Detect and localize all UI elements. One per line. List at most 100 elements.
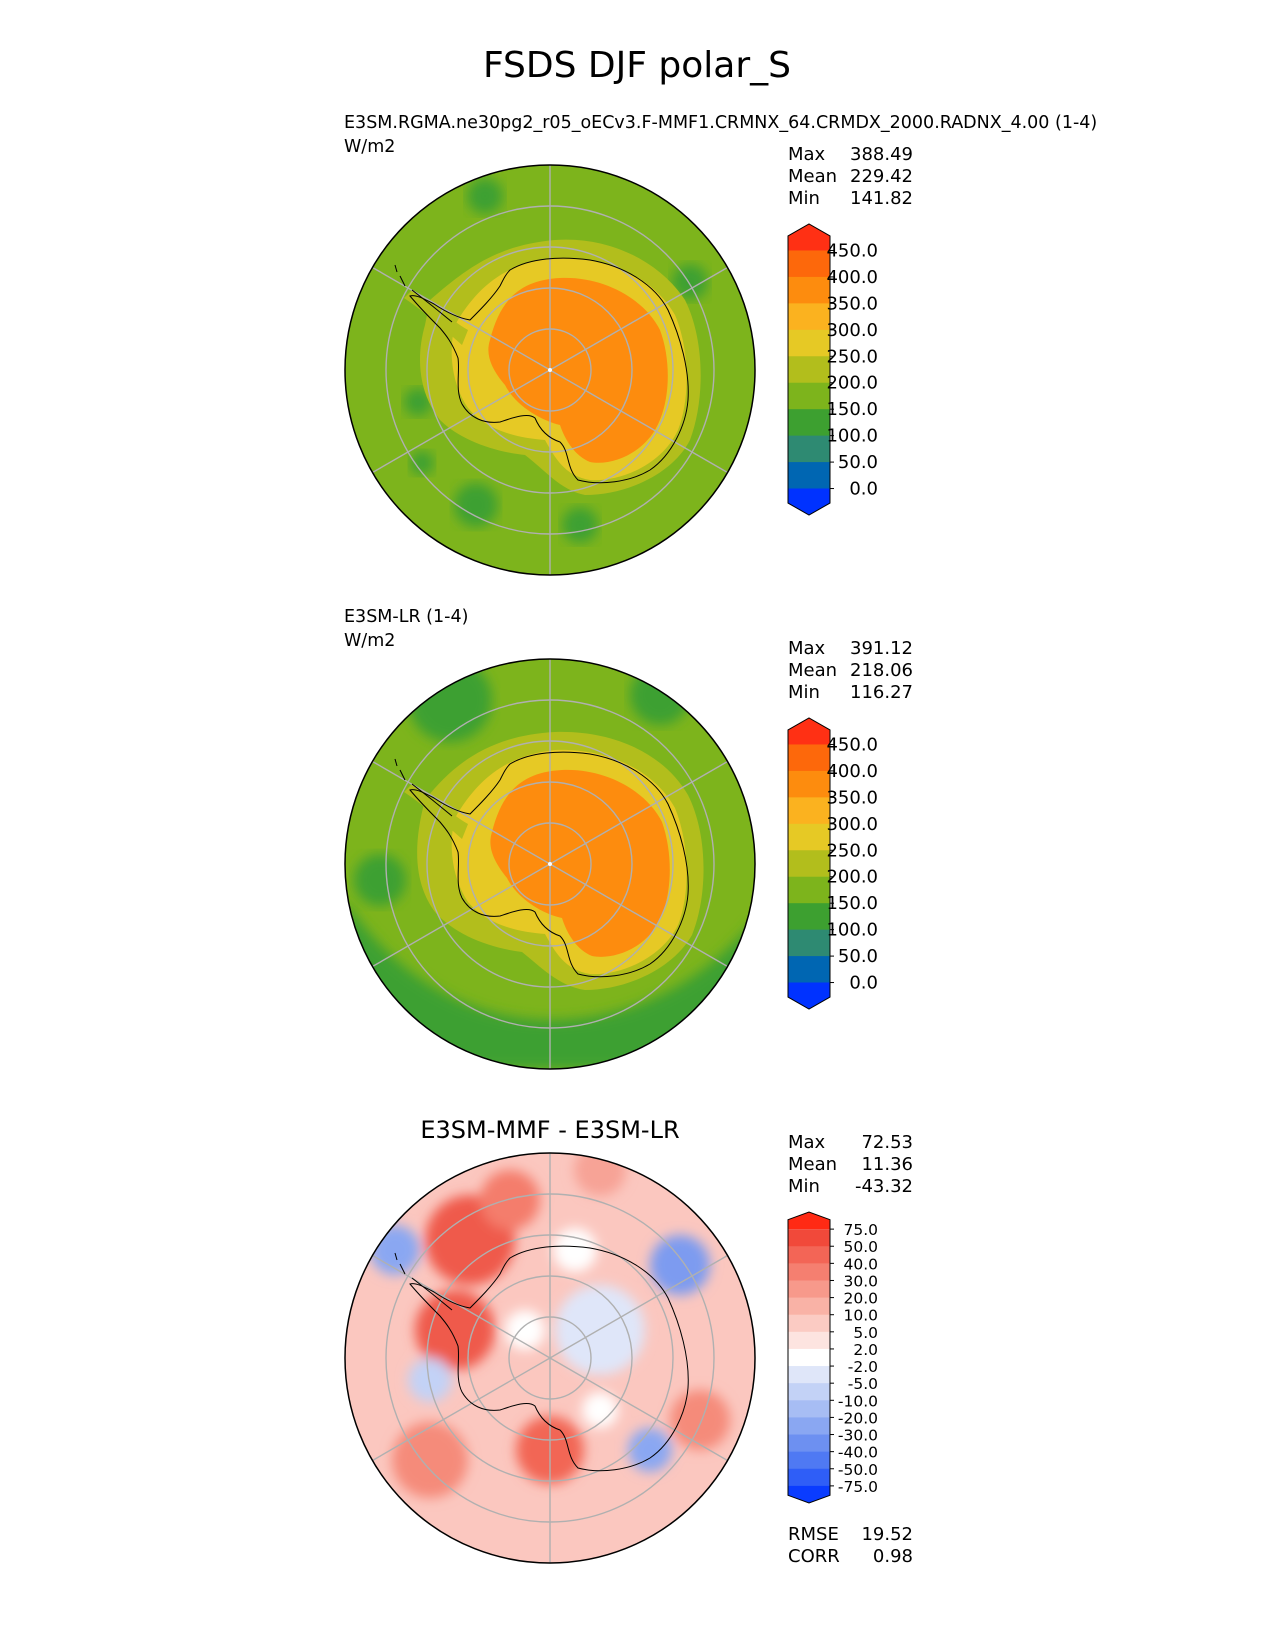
map-boundary: [344, 658, 756, 1070]
map-boundary: [344, 1152, 756, 1564]
ocean-patch: [408, 659, 492, 742]
colorbar-tick-label: 200.0: [826, 373, 878, 394]
peninsula-coast: [394, 264, 453, 323]
colorbar-tick-label: 450.0: [826, 734, 878, 755]
colorbar-tick-label: 20.0: [843, 1290, 878, 1308]
ocean-patch: [404, 388, 432, 416]
stat-value-min: -43.32: [855, 1176, 913, 1197]
colorbar: 450.0 400.0 350.0 300.0 250.0 200.0 150.0 100.0…: [787, 223, 878, 516]
anomaly-patch: [415, 1290, 495, 1370]
colorbar-tick-label: 10.0: [843, 1307, 878, 1325]
colorbar-bin: [788, 1212, 830, 1230]
anomaly-patch: [582, 1392, 618, 1428]
colorbar-outline: [787, 717, 831, 1010]
graticule: [372, 659, 728, 1069]
anomaly-patch: [574, 1153, 626, 1196]
coastline: [394, 1245, 689, 1472]
colorbar-tick-label: -2.0: [848, 1358, 878, 1376]
meridian: [372, 266, 551, 371]
colorbar-bin: [788, 903, 830, 931]
colorbar-tick-label: 100.0: [826, 426, 878, 447]
colorbar-bin: [788, 1451, 830, 1470]
colorbar-bin: [788, 1434, 830, 1453]
colorbar-bin: [788, 1314, 830, 1333]
colorbar-tick-label: 350.0: [826, 787, 878, 808]
colorbar-bin: [788, 1331, 830, 1350]
colorbar-tick-label: -20.0: [838, 1409, 878, 1427]
meridian: [372, 1254, 551, 1359]
colorbar-bin: [788, 1263, 830, 1281]
colorbar-bin: [788, 224, 830, 251]
ocean-patch: [672, 264, 708, 300]
corr-label: CORR: [788, 1546, 840, 1567]
stat-label-max: Max: [788, 144, 826, 165]
graticule: [372, 1153, 728, 1563]
meridian: [549, 1254, 728, 1359]
colorbar-bin: [788, 823, 830, 851]
meridian: [549, 863, 728, 968]
colorbar-tick-label: 50.0: [843, 1238, 878, 1256]
stat-value-min: 141.82: [850, 188, 913, 209]
colorbar-tick-label: 300.0: [826, 814, 878, 835]
stat-value-mean: 11.36: [861, 1154, 913, 1175]
colorbar-tick-label: 200.0: [826, 867, 878, 888]
colorbar-bin: [788, 462, 830, 490]
colorbar-tick-label: 400.0: [826, 761, 878, 782]
anomaly-patch: [670, 1390, 730, 1450]
colorbar-tick-label: 40.0: [843, 1255, 878, 1273]
colorbar-tick-label: 5.0: [853, 1324, 878, 1342]
meridian: [549, 1357, 728, 1462]
colorbar-bin: [788, 356, 830, 384]
colorbar-bin: [788, 850, 830, 878]
colorbar-bin: [788, 409, 830, 437]
meridian: [549, 760, 728, 865]
stat-label-min: Min: [788, 1176, 820, 1197]
meridian: [372, 1357, 551, 1462]
colorbar-bin: [788, 1468, 830, 1487]
stat-value-max: 388.49: [850, 144, 913, 165]
colorbar-bin: [788, 956, 830, 984]
coastline: [394, 751, 689, 978]
meridian: [549, 266, 728, 371]
anomaly-patch: [553, 1228, 597, 1272]
ice-sheet-interior: [488, 277, 668, 463]
colorbar-bin: [788, 744, 830, 772]
ice-sheet-interior: [490, 769, 670, 957]
anomaly-blobs: [370, 1153, 730, 1498]
colorbar: 450.0 400.0 350.0 300.0 250.0 200.0 150.0 100.0…: [787, 717, 878, 1010]
colorbar-bin: [788, 770, 830, 798]
ocean-patch: [562, 507, 598, 543]
colorbar-bin: [788, 876, 830, 904]
anomaly-patch: [628, 1428, 672, 1472]
panel-difference: E3SM-MMF - E3SM-LR: [344, 1116, 913, 1567]
colorbar-tick-label: 0.0: [849, 973, 878, 994]
colorbar: 75.050.040.030.020.010.05.02.0-2.0-5.0-1…: [787, 1211, 878, 1504]
colorbar-tick-label: -40.0: [838, 1444, 878, 1462]
peninsula: [404, 290, 468, 345]
colorbar-tick-label: 250.0: [826, 346, 878, 367]
colorbar-tick-label: 50.0: [838, 946, 878, 967]
stat-label-min: Min: [788, 682, 820, 703]
colorbar-tick-label: 150.0: [826, 399, 878, 420]
colorbar-bin: [788, 250, 830, 278]
colorbar-bin: [788, 488, 830, 515]
ocean-patch: [454, 483, 498, 527]
meridian: [372, 760, 551, 865]
colorbar-bin: [788, 1297, 830, 1316]
antarctic-coastline: [409, 257, 689, 484]
colorbar-tick-label: 50.0: [838, 452, 878, 473]
anomaly-patch: [392, 1422, 468, 1498]
colorbar-tick-label: -5.0: [848, 1375, 878, 1393]
pole-marker: [548, 368, 552, 372]
meridian: [549, 369, 728, 474]
rmse-label: RMSE: [788, 1524, 839, 1545]
coastline: [394, 257, 689, 484]
colorbar-tick-label: 300.0: [826, 320, 878, 341]
stat-label-mean: Mean: [788, 166, 837, 187]
peninsula-coast: [394, 758, 453, 817]
stat-label-mean: Mean: [788, 660, 837, 681]
colorbar-bin: [788, 982, 830, 1009]
colorbar-tick-label: 350.0: [826, 293, 878, 314]
colorbar-bin: [788, 435, 830, 463]
